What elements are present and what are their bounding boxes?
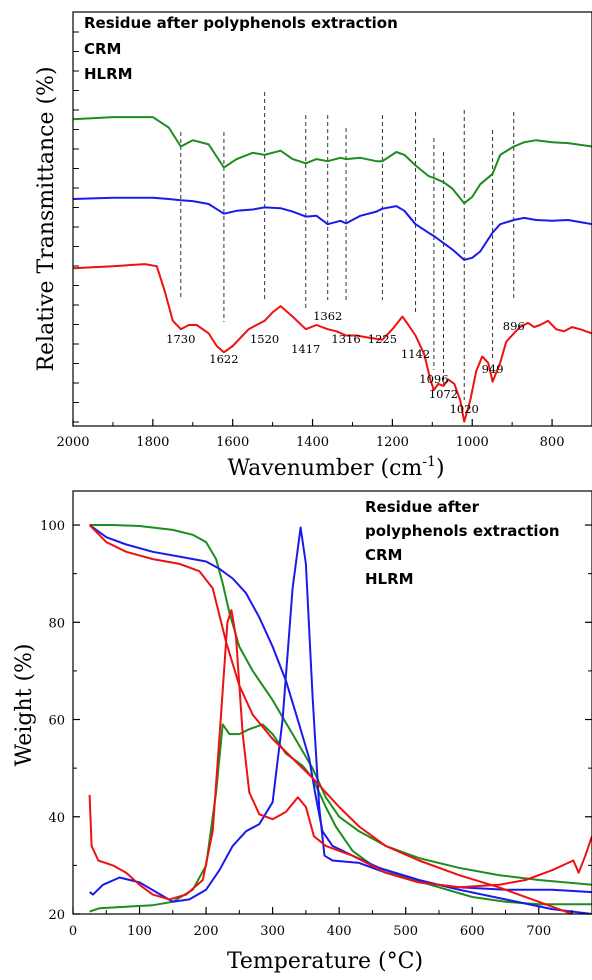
ftir-x-axis-title: Wavenumber (cm-1)	[227, 454, 444, 481]
tga-x-tick-label-700: 700	[526, 924, 551, 939]
tga-x-tick-label-500: 500	[393, 924, 418, 939]
ftir-peak-label-1096: 1096	[419, 372, 448, 386]
ftir-x-tick-label-1200: 1200	[376, 435, 409, 450]
ftir-peak-label-1362: 1362	[313, 309, 342, 323]
ftir-x-axis-title-close: )	[436, 456, 445, 481]
tga-y-tick-label-40: 40	[48, 811, 65, 826]
ftir-peak-label-896: 896	[503, 319, 525, 333]
tga-plot-frame	[73, 491, 592, 914]
tga-series-line-hlrm-dtg	[90, 610, 592, 899]
tga-series-line-crm-dtg	[90, 528, 592, 902]
ftir-x-tick-label-1000: 1000	[456, 435, 489, 450]
tga-series-line-crm-tg	[90, 525, 592, 914]
ftir-y-ticks	[73, 32, 79, 422]
ftir-x-tick-label-1800: 1800	[136, 435, 169, 450]
ftir-x-axis-title-main: Wavenumber (cm	[227, 456, 422, 481]
tga-y-tick-label-60: 60	[48, 714, 65, 729]
ftir-chart: Residue after polyphenols extraction CRM…	[34, 12, 592, 481]
ftir-series-line-crm	[73, 198, 592, 260]
ftir-y-axis-title: Relative Transmittance (%)	[34, 66, 59, 371]
tga-x-axis-title: Temperature (°C)	[227, 949, 423, 974]
ftir-peak-label-1520: 1520	[250, 332, 279, 346]
tga-legend-residue-line1: Residue after	[365, 498, 480, 516]
ftir-legend-crm: CRM	[84, 40, 122, 58]
tga-x-tick-label-300: 300	[260, 924, 285, 939]
ftir-peak-label-949: 949	[482, 362, 504, 376]
ftir-x-axis-title-sup: -1	[422, 454, 436, 470]
tga-y-axis-title: Weight (%)	[12, 643, 37, 766]
ftir-x-tick-label-800: 800	[540, 435, 565, 450]
ftir-legend-residue: Residue after polyphenols extraction	[84, 14, 398, 32]
ftir-x-tick-label-2000: 2000	[56, 435, 89, 450]
tga-x-tick-label-0: 0	[69, 924, 77, 939]
tga-series-line-residue-tg	[90, 525, 592, 885]
tga-y-ticks: 20 40 60 80 100	[40, 519, 592, 923]
tga-x-tick-label-600: 600	[460, 924, 485, 939]
tga-x-ticks: 0 100 200 300 400 500 600 700	[69, 907, 572, 939]
ftir-x-tick-label-1600: 1600	[216, 435, 249, 450]
tga-x-tick-label-400: 400	[327, 924, 352, 939]
ftir-peak-label-1072: 1072	[429, 387, 458, 401]
ftir-peak-label-1417: 1417	[291, 342, 320, 356]
ftir-peak-label-1142: 1142	[401, 347, 430, 361]
ftir-x-ticks: 2000 1800 1600 1400 1200 1000 800	[56, 419, 564, 450]
tga-x-tick-label-100: 100	[127, 924, 152, 939]
ftir-peak-label-1020: 1020	[450, 402, 479, 416]
tga-y-tick-label-80: 80	[48, 616, 65, 631]
tga-legend: Residue after polyphenols extraction CRM…	[365, 498, 560, 588]
ftir-legend-hlrm: HLRM	[84, 65, 133, 83]
tga-series-line-hlrm-tg	[90, 525, 579, 916]
tga-legend-crm: CRM	[365, 546, 403, 564]
ftir-peak-label-1730: 1730	[166, 332, 195, 346]
tga-legend-hlrm: HLRM	[365, 570, 414, 588]
tga-x-tick-label-200: 200	[194, 924, 219, 939]
ftir-peak-label-1622: 1622	[209, 352, 238, 366]
tga-chart: Residue after polyphenols extraction CRM…	[12, 491, 592, 974]
ftir-legend: Residue after polyphenols extraction CRM…	[84, 14, 398, 83]
tga-series-lines	[90, 525, 592, 916]
ftir-peak-label-1316: 1316	[331, 332, 360, 346]
tga-y-tick-label-100: 100	[40, 519, 65, 534]
ftir-x-tick-label-1400: 1400	[296, 435, 329, 450]
tga-legend-residue-line2: polyphenols extraction	[365, 522, 560, 540]
tga-y-tick-label-20: 20	[48, 908, 65, 923]
ftir-peak-label-1225: 1225	[368, 332, 397, 346]
